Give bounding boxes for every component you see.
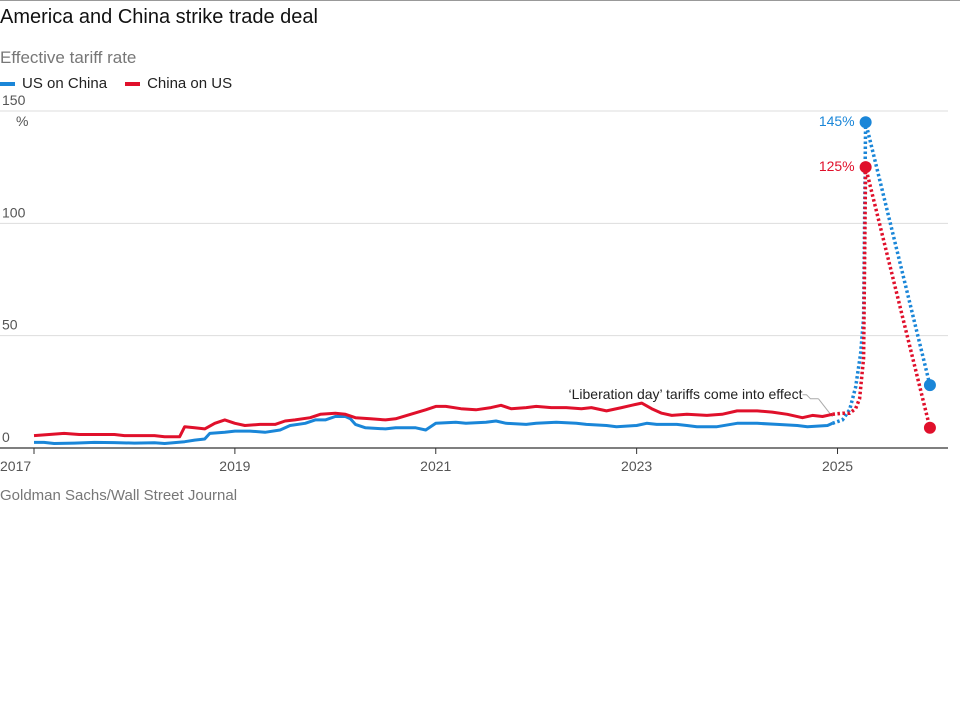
legend-label-us-on-china: US on China xyxy=(22,75,108,92)
data-point-china-on-us-0 xyxy=(859,161,872,174)
x-tick-label-2025: 2025 xyxy=(822,458,853,474)
x-tick-label-2023: 2023 xyxy=(621,458,652,474)
y-tick-label-50: 50 xyxy=(2,317,18,333)
peak-label-us-on-china: 145% xyxy=(819,113,855,129)
source-note: Goldman Sachs/Wall Street Journal xyxy=(0,487,238,504)
legend-item-us-on-china: US on China xyxy=(0,75,107,92)
y-tick-label-0: 0 xyxy=(2,429,10,445)
annotation-leader xyxy=(802,394,819,400)
top-rule xyxy=(0,0,960,1)
annotation-text: ‘Liberation day’ tariffs come into effec… xyxy=(569,386,803,402)
data-point-china-on-us-1 xyxy=(923,421,936,434)
series-line-china-on-us xyxy=(33,401,833,439)
data-point-us-on-china-1 xyxy=(923,379,936,392)
legend-item-china-on-us: China on US xyxy=(125,75,232,92)
chart-title: America and China strike trade deal xyxy=(0,6,318,28)
x-tick-label-2021: 2021 xyxy=(420,458,451,474)
legend: US on China China on US xyxy=(0,75,250,92)
legend-label-china-on-us: China on US xyxy=(147,75,233,92)
y-unit-label: % xyxy=(16,113,28,129)
series-projection-china-on-us xyxy=(832,166,932,429)
data-point-us-on-china-0 xyxy=(859,116,872,129)
legend-swatch-china-on-us xyxy=(125,81,141,86)
y-tick-label-100: 100 xyxy=(2,204,26,220)
legend-swatch-us-on-china xyxy=(0,81,15,86)
y-tick-label-150: 150 xyxy=(2,92,26,108)
x-tick-label-2019: 2019 xyxy=(219,458,250,474)
chart-subtitle: Effective tariff rate xyxy=(0,48,137,67)
series-line-us-on-china xyxy=(34,415,834,445)
peak-label-china-on-us: 125% xyxy=(819,158,855,174)
x-tick-label-2017: 2017 xyxy=(0,458,31,474)
